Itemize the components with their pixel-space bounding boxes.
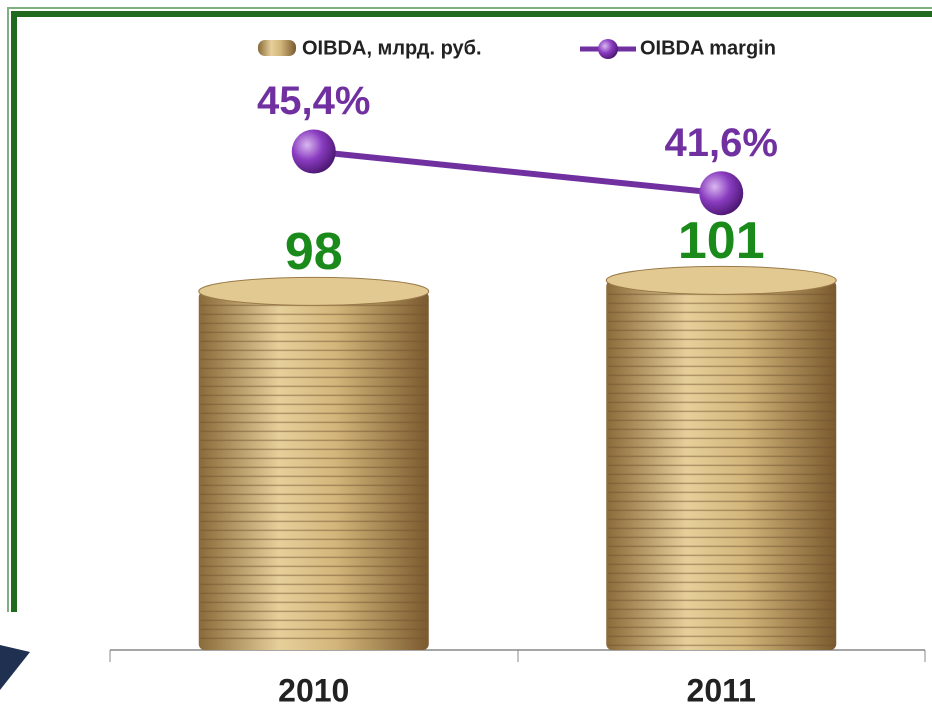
legend-swatch [598, 39, 618, 59]
chart: 2010 2011 98 101 45,4% 41,6% OIBDA, млрд. руб.… [0, 0, 932, 719]
value-label: 101 [678, 212, 765, 270]
value-label: 45,4% [257, 79, 370, 123]
x-tick-label: 2010 [278, 672, 349, 708]
line-point [699, 171, 743, 215]
line [314, 152, 722, 194]
coin-top [606, 266, 836, 294]
value-label: 98 [285, 223, 343, 281]
line-point [292, 130, 336, 174]
bar [199, 291, 429, 650]
corner-decoration [0, 645, 30, 690]
legend-swatch [258, 40, 296, 56]
value-label: 41,6% [665, 121, 778, 165]
x-tick-label: 2011 [687, 672, 756, 708]
coin-top [199, 277, 429, 305]
legend-label: OIBDA margin [640, 37, 776, 59]
legend-label: OIBDA, млрд. руб. [302, 37, 482, 59]
